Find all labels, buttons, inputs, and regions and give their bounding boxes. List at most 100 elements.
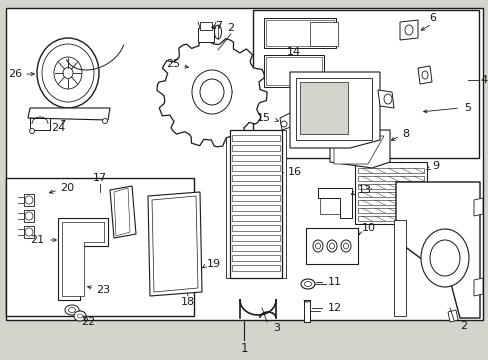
Bar xyxy=(24,194,34,206)
Ellipse shape xyxy=(77,314,82,318)
Polygon shape xyxy=(289,72,379,148)
Polygon shape xyxy=(447,310,457,322)
Text: 14: 14 xyxy=(286,47,301,57)
Polygon shape xyxy=(58,218,108,300)
Bar xyxy=(229,130,282,278)
Text: 6: 6 xyxy=(428,13,436,23)
Bar xyxy=(357,200,423,205)
Ellipse shape xyxy=(54,57,82,89)
Ellipse shape xyxy=(315,243,320,249)
Bar xyxy=(231,175,280,181)
Text: 22: 22 xyxy=(81,317,95,327)
Polygon shape xyxy=(377,90,393,108)
Text: 16: 16 xyxy=(287,167,302,177)
Bar xyxy=(357,216,423,221)
Polygon shape xyxy=(393,220,405,316)
Bar xyxy=(304,300,309,322)
Bar xyxy=(6,178,194,316)
Bar xyxy=(299,82,347,134)
Text: 26: 26 xyxy=(8,69,22,79)
Bar xyxy=(231,155,280,161)
Bar xyxy=(309,22,337,46)
Bar xyxy=(225,130,231,278)
Ellipse shape xyxy=(214,25,221,39)
Ellipse shape xyxy=(65,305,79,315)
Bar xyxy=(231,205,280,211)
Ellipse shape xyxy=(37,38,99,108)
Bar xyxy=(295,78,371,140)
Text: 5: 5 xyxy=(464,103,470,113)
Bar xyxy=(264,55,324,87)
Polygon shape xyxy=(329,130,389,168)
Text: 13: 13 xyxy=(357,185,371,195)
Polygon shape xyxy=(110,186,136,238)
Bar xyxy=(354,162,426,224)
Text: 21: 21 xyxy=(30,235,44,245)
Bar xyxy=(24,226,34,238)
Bar xyxy=(280,130,285,278)
Ellipse shape xyxy=(25,228,33,236)
Text: 7: 7 xyxy=(214,21,222,31)
Bar xyxy=(265,20,333,46)
Text: 20: 20 xyxy=(60,183,74,193)
Ellipse shape xyxy=(201,76,204,80)
Bar xyxy=(357,168,423,173)
Bar xyxy=(200,22,212,30)
Text: 2: 2 xyxy=(227,23,234,33)
Polygon shape xyxy=(62,222,104,296)
Ellipse shape xyxy=(102,118,107,123)
Ellipse shape xyxy=(42,44,94,102)
Ellipse shape xyxy=(343,243,348,249)
Ellipse shape xyxy=(25,212,33,220)
Bar xyxy=(357,208,423,213)
Ellipse shape xyxy=(192,70,231,114)
Text: 17: 17 xyxy=(93,173,107,183)
Text: 1: 1 xyxy=(240,342,247,356)
Ellipse shape xyxy=(326,240,336,252)
Polygon shape xyxy=(280,112,293,130)
Ellipse shape xyxy=(281,121,286,127)
Bar xyxy=(198,28,214,42)
Ellipse shape xyxy=(68,307,75,312)
Ellipse shape xyxy=(421,71,427,79)
Bar xyxy=(231,185,280,191)
Polygon shape xyxy=(395,182,479,318)
Text: 4: 4 xyxy=(479,75,487,85)
Polygon shape xyxy=(417,66,431,84)
Bar xyxy=(252,10,478,158)
Bar xyxy=(24,210,34,222)
Polygon shape xyxy=(152,196,198,292)
Bar xyxy=(231,265,280,271)
Bar xyxy=(231,225,280,231)
Ellipse shape xyxy=(304,282,311,287)
Ellipse shape xyxy=(74,311,86,321)
Bar xyxy=(265,57,321,85)
Bar xyxy=(231,195,280,201)
Ellipse shape xyxy=(329,243,334,249)
Polygon shape xyxy=(148,192,202,296)
Text: 19: 19 xyxy=(206,259,221,269)
Ellipse shape xyxy=(25,196,33,204)
Text: 18: 18 xyxy=(181,297,195,307)
Text: 15: 15 xyxy=(257,113,270,123)
Bar xyxy=(231,215,280,221)
Text: 12: 12 xyxy=(327,303,342,313)
Polygon shape xyxy=(28,108,110,120)
Bar xyxy=(231,255,280,261)
Polygon shape xyxy=(114,188,130,236)
Text: 10: 10 xyxy=(361,223,375,233)
Ellipse shape xyxy=(340,240,350,252)
Text: 24: 24 xyxy=(51,123,65,133)
Ellipse shape xyxy=(312,240,323,252)
Text: 11: 11 xyxy=(327,277,341,287)
Polygon shape xyxy=(196,72,202,78)
Polygon shape xyxy=(291,58,317,108)
Bar xyxy=(231,165,280,171)
Polygon shape xyxy=(295,62,311,104)
Polygon shape xyxy=(399,20,417,40)
Bar xyxy=(357,184,423,189)
Polygon shape xyxy=(333,136,383,164)
Bar xyxy=(319,190,347,214)
Ellipse shape xyxy=(194,75,200,81)
Bar xyxy=(231,245,280,251)
